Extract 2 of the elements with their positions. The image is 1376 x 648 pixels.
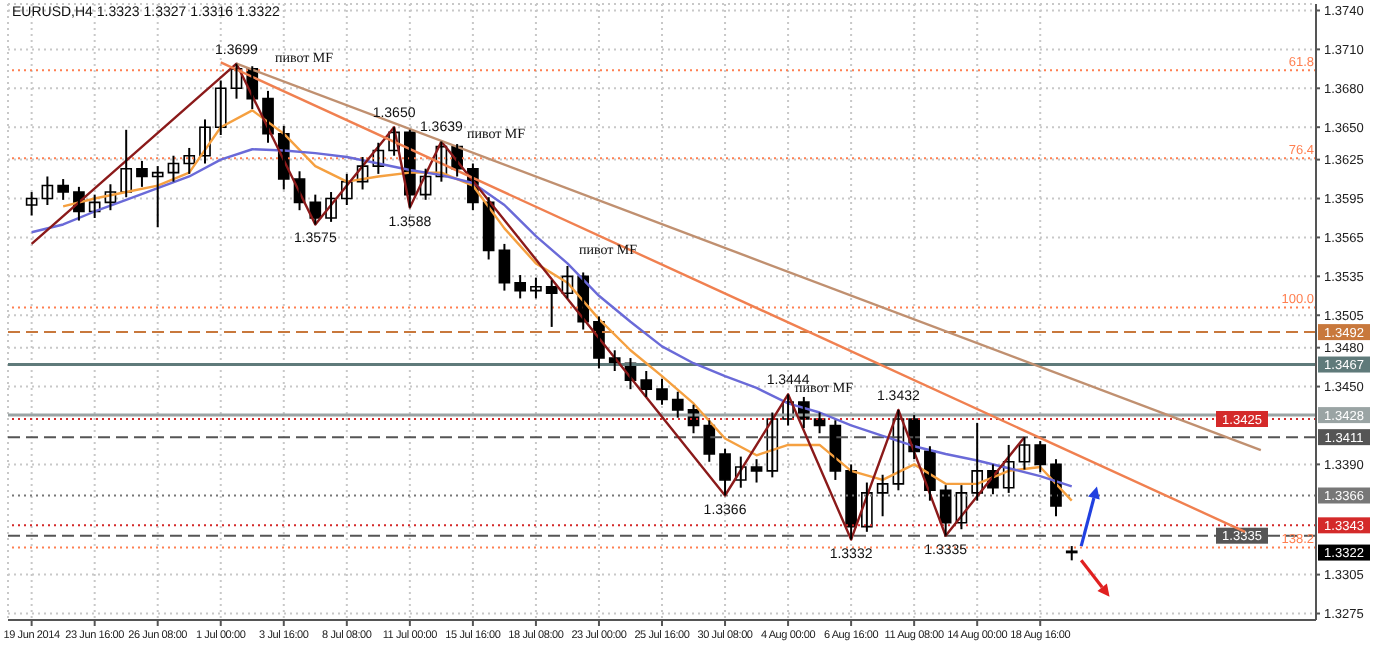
candlestick (1065, 545, 1078, 562)
line-series (30, 62, 1026, 541)
